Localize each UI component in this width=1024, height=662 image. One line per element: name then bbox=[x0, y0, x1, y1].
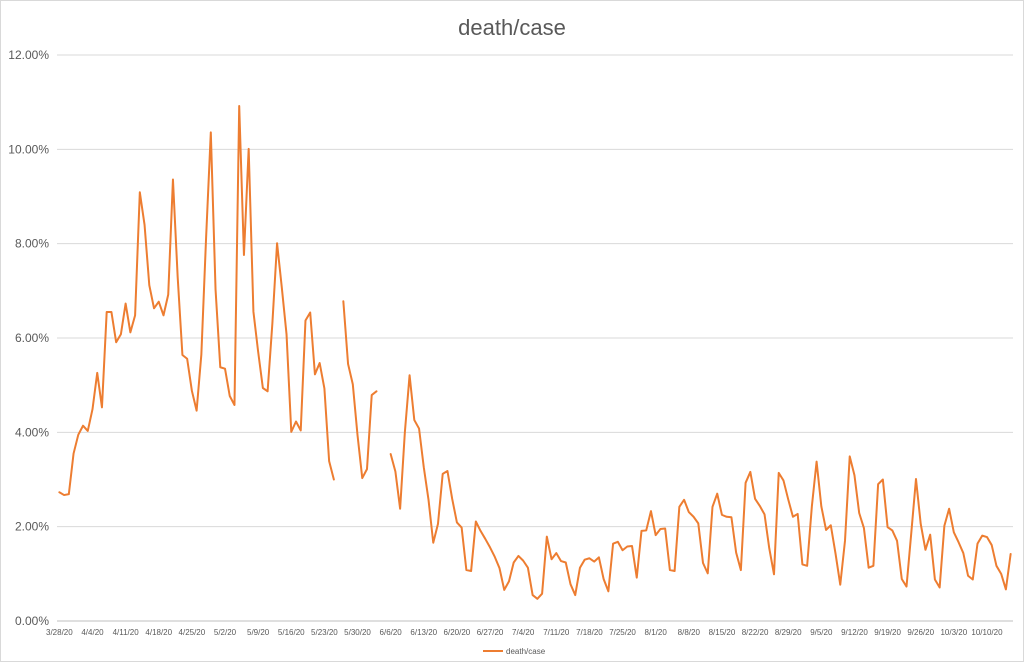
x-tick-label: 7/4/20 bbox=[512, 628, 535, 637]
x-tick-label: 5/2/20 bbox=[214, 628, 237, 637]
x-tick-label: 4/18/20 bbox=[145, 628, 172, 637]
x-tick-label: 9/5/20 bbox=[810, 628, 833, 637]
legend-label: death/case bbox=[506, 647, 546, 656]
x-tick-label: 5/23/20 bbox=[311, 628, 338, 637]
x-tick-label: 8/29/20 bbox=[775, 628, 802, 637]
y-tick-label: 0.00% bbox=[15, 614, 49, 628]
x-tick-label: 9/12/20 bbox=[841, 628, 868, 637]
y-axis-tick-labels: 0.00% 2.00% 4.00% 6.00% 8.00% 10.00% 12.00% bbox=[8, 48, 49, 628]
y-tick-label: 10.00% bbox=[8, 142, 49, 156]
x-tick-label: 8/8/20 bbox=[678, 628, 701, 637]
x-tick-label: 5/9/20 bbox=[247, 628, 270, 637]
x-tick-label: 7/18/20 bbox=[576, 628, 603, 637]
x-tick-label: 10/10/20 bbox=[971, 628, 1003, 637]
x-tick-label: 6/13/20 bbox=[410, 628, 437, 637]
x-tick-label: 4/4/20 bbox=[81, 628, 104, 637]
x-tick-label: 10/3/20 bbox=[940, 628, 967, 637]
x-tick-label: 7/11/20 bbox=[543, 628, 570, 637]
series-lines bbox=[58, 104, 1012, 600]
x-tick-label: 6/20/20 bbox=[444, 628, 471, 637]
x-tick-label: 4/11/20 bbox=[113, 628, 140, 637]
x-tick-label: 9/19/20 bbox=[874, 628, 901, 637]
series-line-segment bbox=[389, 374, 1012, 600]
x-tick-label: 8/1/20 bbox=[645, 628, 668, 637]
x-tick-label: 8/15/20 bbox=[709, 628, 736, 637]
series-line-segment bbox=[342, 300, 378, 480]
x-tick-label: 5/30/20 bbox=[344, 628, 371, 637]
y-tick-label: 2.00% bbox=[15, 520, 49, 534]
chart-title: death/case bbox=[458, 15, 566, 40]
x-tick-label: 7/25/20 bbox=[609, 628, 636, 637]
y-tick-label: 6.00% bbox=[15, 331, 49, 345]
x-tick-label: 3/28/20 bbox=[46, 628, 73, 637]
legend: death/case bbox=[483, 647, 546, 656]
y-tick-label: 12.00% bbox=[8, 48, 49, 62]
x-tick-label: 5/16/20 bbox=[278, 628, 305, 637]
x-tick-label: 4/25/20 bbox=[179, 628, 206, 637]
x-tick-label: 6/27/20 bbox=[477, 628, 504, 637]
y-tick-label: 4.00% bbox=[15, 425, 49, 439]
x-tick-label: 6/6/20 bbox=[380, 628, 403, 637]
x-tick-label: 9/26/20 bbox=[907, 628, 934, 637]
gridlines bbox=[57, 54, 1013, 622]
y-tick-label: 8.00% bbox=[15, 237, 49, 251]
x-axis-tick-labels: 3/28/20 4/4/20 4/11/20 4/18/20 4/25/20 5/2/20… bbox=[46, 628, 1003, 637]
x-tick-label: 8/22/20 bbox=[742, 628, 769, 637]
series-line-segment bbox=[58, 104, 335, 497]
